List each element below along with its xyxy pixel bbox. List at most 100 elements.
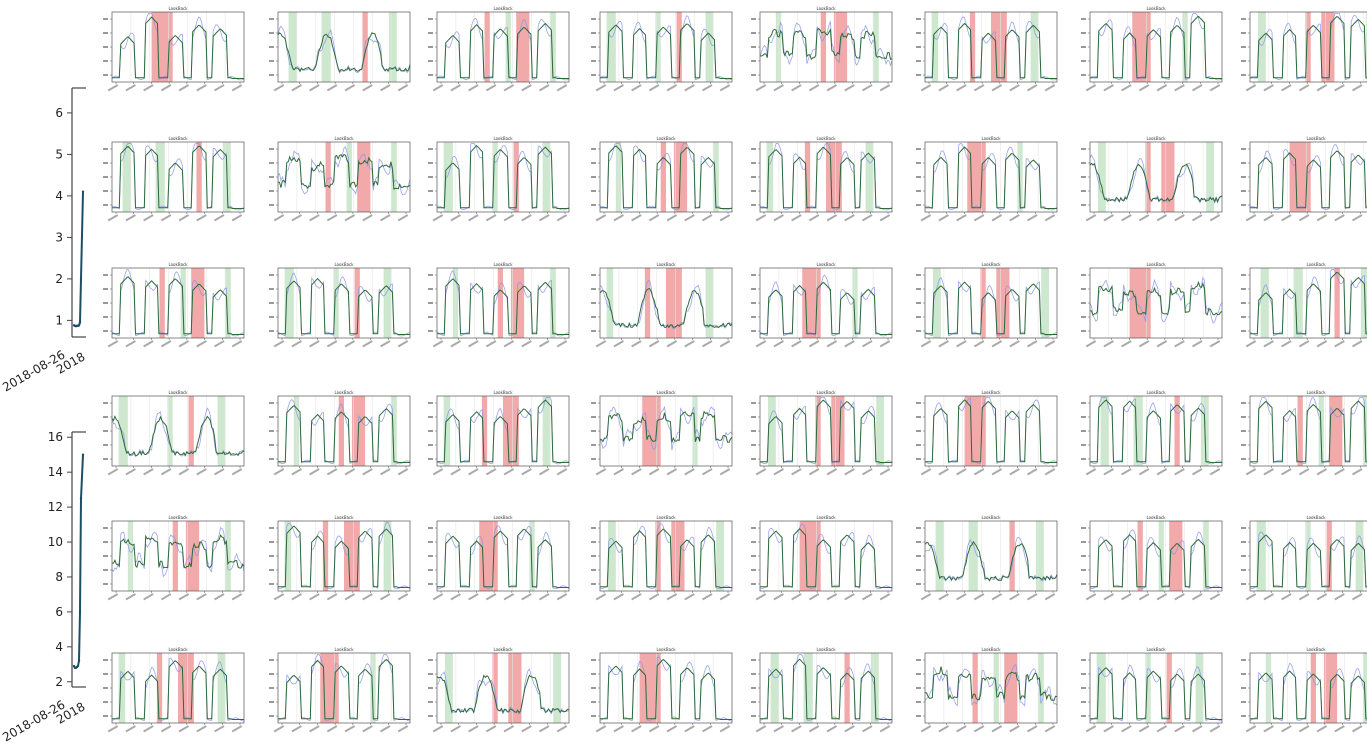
actual-line [925,146,1057,209]
panel-x-tick-label [1263,84,1274,92]
normal-band [127,521,134,591]
panel-x-tick-label [326,214,338,222]
panel-y-tick-label [1081,687,1086,689]
panel-x-tick-label [231,725,243,733]
panel-x-tick-label [397,593,409,601]
panel-x-tick-label [1263,593,1274,601]
panel-x-tick-label [521,214,532,222]
panel-x-tick-label [648,84,660,92]
panel-y-tick-label [428,583,433,585]
panel-x-tick-label [861,340,873,348]
normal-band [492,142,498,212]
panel-y-tick-label [428,46,433,48]
panel-x-tick-label [773,340,784,348]
anomaly-band [1129,268,1151,338]
panel-r5-c5: LookBack [751,515,893,601]
panel-x-tick-label [666,593,678,601]
panel-x-tick-label [485,468,497,476]
normal-band [1041,268,1050,338]
panel-frame [111,11,245,83]
panel-r6-c8: LookBack [1241,647,1367,733]
series-point [77,659,81,663]
panel-r1-c6 [916,11,1058,92]
panel-y-tick-label [1081,60,1086,62]
predicted-line [924,277,1058,337]
panel-x-tick-label [468,340,479,348]
panel-x-tick-label [344,593,356,601]
actual-line [112,16,244,79]
panel-x-tick-label [1009,340,1020,348]
panel-x-tick-label [160,84,172,92]
anomaly-band [639,653,661,723]
y-tick-label: 4 [55,189,63,203]
anomaly-band [325,142,331,212]
panel-x-tick-label [556,468,568,476]
panel-r3-c4: LookBack [591,262,733,348]
panel-x-tick-label [379,468,391,476]
panel-x-tick-label [1156,214,1168,222]
panel-y-tick-label [591,555,596,557]
panel-r2-c3: LookBack [428,136,570,222]
normal-band [1096,653,1106,723]
series-point [72,664,76,668]
anomaly-band [802,268,821,338]
panel-x-tick-label [196,725,207,733]
panel-x-tick-label [362,214,373,222]
panel-y-tick-label [591,302,596,304]
panel-x-tick-label [397,725,409,733]
panel-y-tick-label [269,430,274,432]
panel-x-tick-label [1103,468,1114,476]
predicted-line [759,397,893,465]
panel-x-tick-label [107,214,119,222]
panel-y-tick-label [103,46,108,48]
normal-band [1363,653,1367,723]
anomaly-band [484,12,490,82]
panel-x-tick-label [938,340,949,348]
panel-x-tick-label [326,340,338,348]
panel-x-tick-label [107,340,119,348]
panel-y-tick-label [269,190,274,192]
actual-line [1089,162,1223,203]
panel-x-tick-label [309,593,320,601]
anomaly-band [1297,396,1303,466]
predicted-line [277,654,410,722]
panel-r3-c6: LookBack [916,262,1058,348]
actual-line [1090,280,1223,316]
panel-y-tick-label [269,715,274,717]
panel-y-tick-label [751,444,756,446]
panel-x-tick-label [1281,593,1292,601]
y-tick-label: 4 [55,640,63,654]
normal-band [1195,653,1204,723]
anomaly-band [1169,521,1183,591]
panel-title: LookBack [981,515,1001,520]
panel-y-tick-label [103,715,108,717]
panel-y-tick-label [103,444,108,446]
panel-y-tick-label [751,527,756,529]
panel-x-tick-label [1191,593,1203,601]
panel-x-tick-label [468,468,479,476]
normal-band [293,396,300,466]
panel-y-tick-label [269,176,274,178]
panel-y-tick-label [269,659,274,661]
predicted-line [759,523,893,590]
panel-x-tick-label [196,468,207,476]
panel-y-tick-label [1081,569,1086,571]
panel-y-tick-label [751,162,756,164]
panel-title: LookBack [334,390,354,395]
panel-x-tick-label [1121,725,1132,733]
panel-x-tick-label [379,214,391,222]
panel-y-tick-label [103,274,108,276]
panel-x-tick-label [938,468,949,476]
panel-r1-c1: LookBack [103,6,245,92]
predicted-line [1089,154,1223,205]
panel-x-tick-label [1138,468,1150,476]
series-point [76,664,80,668]
panel-y-tick-label [751,659,756,661]
panel-y-tick-label [591,527,596,529]
panel-x-tick-label [1174,725,1185,733]
panel-y-tick-label [751,148,756,150]
panel-title: LookBack [656,390,676,395]
panel-x-tick-label [309,725,320,733]
